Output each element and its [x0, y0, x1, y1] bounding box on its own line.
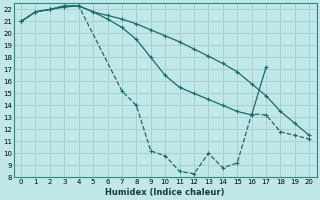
- X-axis label: Humidex (Indice chaleur): Humidex (Indice chaleur): [106, 188, 225, 197]
